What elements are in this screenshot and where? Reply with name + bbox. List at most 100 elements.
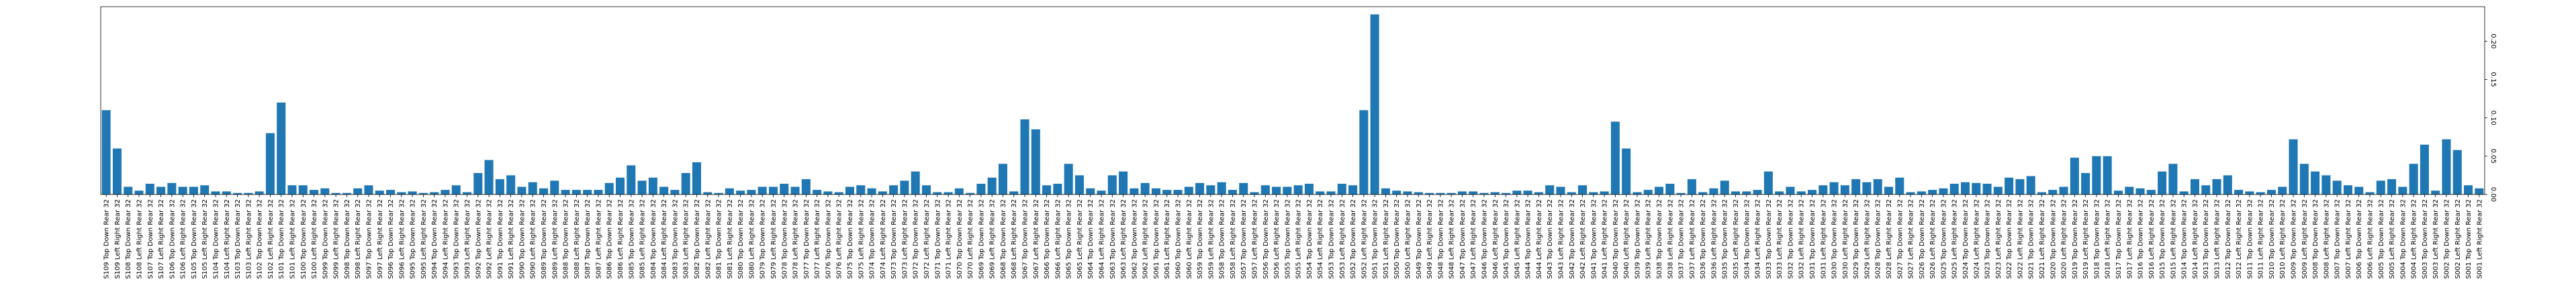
bar (244, 192, 253, 194)
bar (692, 162, 702, 194)
x-tick-label: S010 Left Right Rear 32 (2279, 199, 2287, 279)
x-tick-label: S097 Top Down Rear 32 (365, 199, 373, 279)
bar (397, 192, 406, 194)
x-tick-label: S102 Top Down Rear 32 (257, 199, 264, 279)
bar (1982, 184, 1992, 194)
x-tick-label: S030 Left Right Rear 32 (1842, 199, 1849, 279)
x-tick-label: S109 Left Right Rear 32 (114, 199, 122, 279)
x-tick-label: S048 Top Down Rear 32 (1437, 199, 1444, 279)
bar (506, 175, 516, 194)
x-tick-label: S028 Left Right Rear 32 (1886, 199, 1893, 279)
x-tick-label: S109 Top Down Rear 32 (103, 199, 111, 279)
x-tick-label: S032 Left Right Rear 32 (1798, 199, 1806, 279)
x-tick-label: S041 Left Right Rear 32 (1602, 199, 1609, 279)
bar (2387, 179, 2397, 194)
bar (2212, 179, 2221, 194)
bar (1140, 182, 1150, 194)
bar (1359, 110, 1369, 194)
x-tick-label: S007 Left Right Rear 32 (2345, 199, 2352, 279)
x-tick-label: S085 Left Right Rear 32 (639, 199, 647, 279)
x-tick-label: S023 Top Down Rear 32 (1984, 199, 1992, 279)
x-tick-label: S102 Left Right Rear 32 (267, 199, 275, 279)
bar (757, 186, 767, 194)
x-tick-label: S100 Left Right Rear 32 (311, 199, 318, 279)
x-tick-label: S056 Left Right Rear 32 (1273, 199, 1281, 279)
y-tick-label: 0.20 (2489, 34, 2497, 48)
bar (1239, 182, 1248, 194)
x-tick-label: S082 Top Down Rear 32 (694, 199, 701, 279)
x-tick-label: S093 Left Right Rear 32 (464, 199, 471, 279)
x-tick-label: S097 Left Right Rear 32 (377, 199, 384, 279)
bar (1807, 190, 1817, 194)
x-tick-label: S053 Left Right Rear 32 (1339, 199, 1346, 279)
bar (714, 192, 723, 194)
x-tick-label: S105 Left Right Rear 32 (201, 199, 209, 279)
bar (1928, 190, 1937, 194)
x-tick-label: S024 Top Down Rear 32 (1962, 199, 1970, 279)
x-tick-label: S099 Top Down Rear 32 (322, 199, 329, 279)
x-tick-label: S101 Top Down Rear 32 (278, 199, 285, 279)
bar (550, 180, 559, 194)
x-tick-label: S091 Top Down Rear 32 (497, 199, 504, 279)
x-tick-label: S060 Left Right Rear 32 (1186, 199, 1193, 279)
x-tick-label: S047 Left Right Rear 32 (1470, 199, 1477, 279)
x-tick-label: S073 Top Down Rear 32 (890, 199, 898, 279)
x-tick-label: S028 Top Down Rear 32 (1875, 199, 1882, 279)
bar (1851, 179, 1861, 194)
bar (1260, 185, 1270, 194)
bar (911, 171, 920, 194)
bar (1523, 190, 1532, 194)
bar (1381, 188, 1390, 194)
bar (834, 192, 843, 194)
bar (2332, 180, 2342, 194)
y-tick-label: 0.00 (2489, 187, 2497, 202)
bar (1545, 185, 1555, 194)
x-tick-label: S021 Top Down Rear 32 (2028, 199, 2035, 279)
x-tick-label: S008 Top Down Rear 32 (2312, 199, 2319, 279)
x-tick-label: S065 Left Right Rear 32 (1076, 199, 1084, 279)
bar (1840, 185, 1849, 194)
x-tick-label: S052 Left Right Rear 32 (1361, 199, 1368, 279)
bar (681, 173, 690, 194)
bar (353, 188, 363, 194)
x-tick-label: S002 Left Right Rear 32 (2454, 199, 2462, 279)
bar (2135, 188, 2145, 194)
bar (1742, 191, 1751, 194)
x-tick-label: S006 Left Right Rear 32 (2367, 199, 2375, 279)
bar (430, 192, 439, 194)
x-tick-label: S024 Left Right Rear 32 (1973, 199, 1980, 279)
bar (1534, 192, 1543, 194)
x-tick-label: S104 Left Right Rear 32 (224, 199, 231, 279)
x-tick-label: S009 Top Down Rear 32 (2291, 199, 2298, 279)
x-tick-label: S068 Left Right Rear 32 (1011, 199, 1018, 279)
bar (2146, 190, 2156, 194)
x-tick-label: S034 Top Down Rear 32 (1743, 199, 1751, 279)
bar (998, 164, 1007, 194)
bar (2048, 190, 2058, 194)
bar (1829, 182, 1839, 194)
x-tick-label: S073 Left Right Rear 32 (901, 199, 909, 279)
x-tick-label: S066 Top Down Rear 32 (1044, 199, 1051, 279)
x-tick-label: S041 Top Down Rear 32 (1590, 199, 1598, 279)
bar (2179, 191, 2189, 194)
x-tick-label: S067 Top Down Rear 32 (1022, 199, 1029, 279)
bar (441, 190, 450, 194)
x-tick-label: S098 Left Right Rear 32 (355, 199, 362, 279)
bar (1272, 186, 1281, 194)
bar (2398, 186, 2407, 194)
bar (801, 179, 811, 194)
bar (1009, 191, 1019, 194)
x-tick-label: S010 Top Down Rear 32 (2268, 199, 2276, 279)
bar (1042, 185, 1052, 194)
x-tick-label: S026 Left Right Rear 32 (1929, 199, 1937, 279)
x-tick-label: S004 Left Right Rear 32 (2411, 199, 2418, 279)
bar (1283, 186, 1292, 194)
bar (1490, 192, 1500, 194)
bar (1457, 191, 1467, 194)
bar (1775, 191, 1784, 194)
x-tick-label: S107 Left Right Rear 32 (158, 199, 165, 279)
bar (1250, 192, 1259, 194)
x-tick-label: S049 Left Right Rear 32 (1426, 199, 1434, 279)
bar (780, 184, 789, 194)
x-tick-label: S092 Top Down Rear 32 (475, 199, 482, 279)
